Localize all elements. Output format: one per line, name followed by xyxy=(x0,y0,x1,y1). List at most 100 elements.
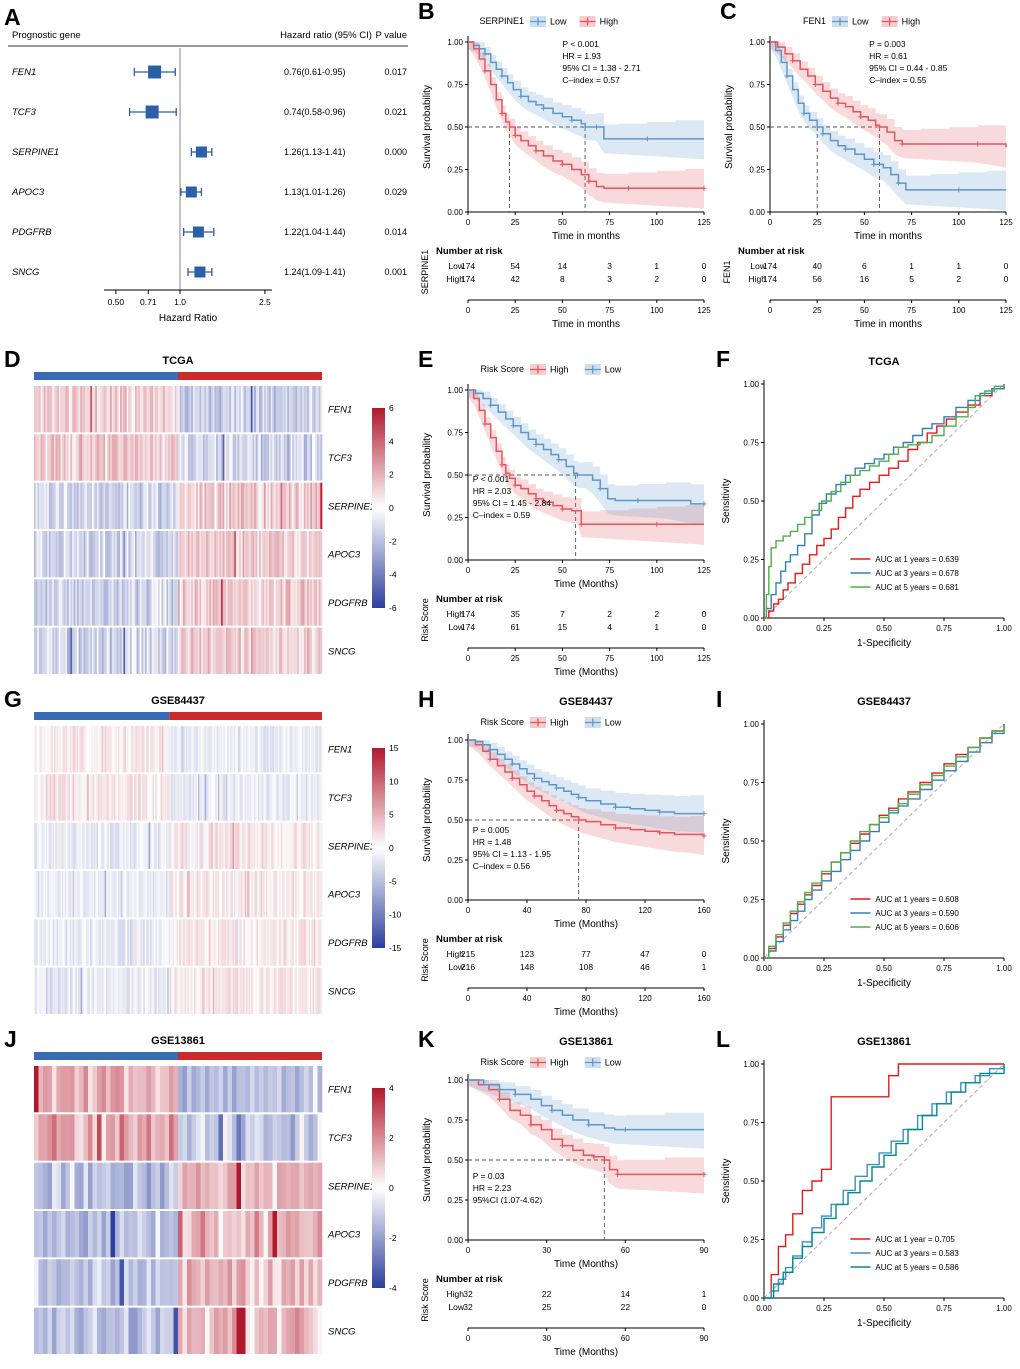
group-annotation-high xyxy=(178,372,322,380)
svg-text:HR = 1.48: HR = 1.48 xyxy=(473,837,512,847)
svg-text:Sensitivity: Sensitivity xyxy=(721,1158,732,1203)
svg-text:0.001: 0.001 xyxy=(384,267,407,277)
svg-text:SERPINE1: SERPINE1 xyxy=(328,1181,375,1192)
svg-text:25: 25 xyxy=(511,306,520,315)
svg-text:P < 0.001: P < 0.001 xyxy=(473,474,510,484)
svg-text:2: 2 xyxy=(389,470,394,480)
svg-text:Low: Low xyxy=(750,261,766,271)
km-legend: Risk Score High Low xyxy=(480,364,622,375)
svg-text:90: 90 xyxy=(700,1246,709,1255)
svg-text:77: 77 xyxy=(581,949,591,959)
km-curve-low xyxy=(468,1079,704,1131)
roc-axes: 0.000.00 0.25 0.25 0.50 0.50 0.75 0.75 1.00 1.00… xyxy=(721,380,1012,649)
svg-text:0.00: 0.00 xyxy=(447,556,463,565)
svg-text:15: 15 xyxy=(558,622,568,632)
svg-text:174: 174 xyxy=(461,274,475,284)
svg-text:2: 2 xyxy=(654,274,659,284)
panel-H-km-gse84437: H GSE84437 Risk Score High Low 0.00 0.25 0.50 0… xyxy=(418,686,718,1026)
svg-text:0.25: 0.25 xyxy=(743,556,759,565)
svg-text:P = 0.005: P = 0.005 xyxy=(473,825,510,835)
svg-text:54: 54 xyxy=(510,261,520,271)
svg-text:15: 15 xyxy=(389,743,399,753)
roc-legend: AUC at 1 year = 0.705 AUC at 3 years = 0.… xyxy=(850,1235,959,1272)
svg-text:0.25: 0.25 xyxy=(749,166,765,175)
svg-text:Sensitivity: Sensitivity xyxy=(721,478,732,523)
heatmap-gse13861: GSE13861 FEN1 TCF3 SERPINE1 APOC3 PDGFRB SNCG 4… xyxy=(4,1030,418,1364)
svg-text:75: 75 xyxy=(907,218,916,227)
km-curve-high xyxy=(468,389,704,526)
svg-text:32: 32 xyxy=(463,1289,473,1299)
svg-text:APOC3: APOC3 xyxy=(327,890,361,901)
svg-text:High: High xyxy=(447,949,465,959)
km-legend: SERPINE1 Low High xyxy=(479,16,618,27)
svg-text:47: 47 xyxy=(640,949,650,959)
svg-text:1.00: 1.00 xyxy=(447,736,463,745)
svg-text:0: 0 xyxy=(466,654,471,663)
svg-text:GSE84437: GSE84437 xyxy=(857,696,911,708)
svg-text:125: 125 xyxy=(697,306,711,315)
svg-text:-2: -2 xyxy=(389,1233,397,1243)
panel-A-forest: A Prognostic gene Hazard ratio (95% CI) P … xyxy=(4,4,414,338)
svg-text:0.50: 0.50 xyxy=(876,964,892,973)
km-svg-H: GSE84437 Risk Score High Low 0.00 0.25 0.50 0.7… xyxy=(420,696,711,1018)
svg-text:215: 215 xyxy=(461,949,475,959)
panel-G-heatmap-gse84437: G GSE84437 FEN1 TCF3 SERPINE1 APOC3 PDGFRB SNC… xyxy=(4,686,418,1024)
svg-text:25: 25 xyxy=(542,1302,552,1312)
svg-text:GSE84437: GSE84437 xyxy=(559,696,613,708)
svg-text:Prognostic gene: Prognostic gene xyxy=(12,30,81,41)
svg-text:AUC at 1 years = 0.639: AUC at 1 years = 0.639 xyxy=(875,555,959,564)
panel-letter-H: H xyxy=(418,686,435,712)
km-band-high xyxy=(468,1080,704,1194)
svg-text:-6: -6 xyxy=(389,603,397,613)
svg-text:0.017: 0.017 xyxy=(384,67,407,77)
svg-text:TCF3: TCF3 xyxy=(328,453,352,464)
km-stats: P = 0.03 HR = 2.23 95%CI (1.07-4.62) xyxy=(473,1171,543,1205)
svg-text:0: 0 xyxy=(389,503,394,513)
svg-text:0.50: 0.50 xyxy=(447,123,463,132)
svg-text:1.00: 1.00 xyxy=(996,1304,1012,1313)
svg-text:-4: -4 xyxy=(389,1283,397,1293)
roc-curve-3 xyxy=(764,1064,1005,1299)
km-axes: 0.00 0.25 0.50 0.75 1.00 0 30 60 90 Survival prob… xyxy=(422,1074,709,1270)
svg-text:95% CI = 1.13 - 1.95: 95% CI = 1.13 - 1.95 xyxy=(473,849,551,859)
svg-text:TCGA: TCGA xyxy=(162,355,193,367)
svg-text:0: 0 xyxy=(702,274,707,284)
km-curve-low xyxy=(468,389,704,505)
svg-text:174: 174 xyxy=(763,261,777,271)
colorbar xyxy=(372,1088,385,1288)
svg-text:High: High xyxy=(600,17,619,27)
svg-text:8: 8 xyxy=(560,274,565,284)
svg-text:Number at risk: Number at risk xyxy=(436,594,503,605)
panel-letter-D: D xyxy=(4,346,21,372)
roc-legend: AUC at 1 years = 0.639 AUC at 3 years = 0… xyxy=(850,555,959,592)
svg-text:6: 6 xyxy=(862,261,867,271)
km-band-high xyxy=(770,42,1006,168)
svg-text:0: 0 xyxy=(466,994,471,1003)
km-curve-low xyxy=(468,41,704,140)
heatmap-gse84437: GSE84437 FEN1 TCF3 SERPINE1 APOC3 PDGFRB SNCG 1… xyxy=(4,690,418,1024)
svg-text:0: 0 xyxy=(702,1302,707,1312)
svg-text:0: 0 xyxy=(466,1246,471,1255)
roc-legend: AUC at 1 years = 0.608 AUC at 3 years = 0… xyxy=(850,895,959,932)
group-annotation-low xyxy=(34,712,170,720)
svg-text:1.00: 1.00 xyxy=(749,38,765,47)
km-legend: Risk Score High Low xyxy=(480,1057,622,1068)
svg-text:TCGA: TCGA xyxy=(868,356,899,368)
svg-text:AUC at 3 years = 0.590: AUC at 3 years = 0.590 xyxy=(875,909,959,918)
svg-text:AUC at 1 years = 0.608: AUC at 1 years = 0.608 xyxy=(875,895,959,904)
roc-axes: 0.000.00 0.25 0.25 0.50 0.50 0.75 0.75 1.00 1.00… xyxy=(721,720,1012,989)
svg-text:High: High xyxy=(550,718,569,728)
svg-text:0.000: 0.000 xyxy=(384,147,407,157)
km-stats: P < 0.001 HR = 1.93 95% CI = 1.38 - 2.71 C–… xyxy=(562,39,640,85)
svg-text:100: 100 xyxy=(650,654,664,663)
svg-text:SERPINE1: SERPINE1 xyxy=(479,16,524,26)
svg-text:32: 32 xyxy=(463,1302,473,1312)
heatmap-cells xyxy=(34,1066,323,1354)
svg-text:Number at risk: Number at risk xyxy=(436,246,503,257)
svg-text:TCF3: TCF3 xyxy=(328,1133,352,1144)
svg-text:SERPINE1: SERPINE1 xyxy=(420,250,430,295)
svg-text:1.00: 1.00 xyxy=(447,38,463,47)
svg-text:75: 75 xyxy=(605,566,614,575)
roc-svg-F: TCGA 0.000.00 0.25 0.25 0.50 0.50 0.75 0.75 1.00… xyxy=(721,356,1012,649)
svg-text:AUC at 3 years = 0.583: AUC at 3 years = 0.583 xyxy=(875,1249,959,1258)
